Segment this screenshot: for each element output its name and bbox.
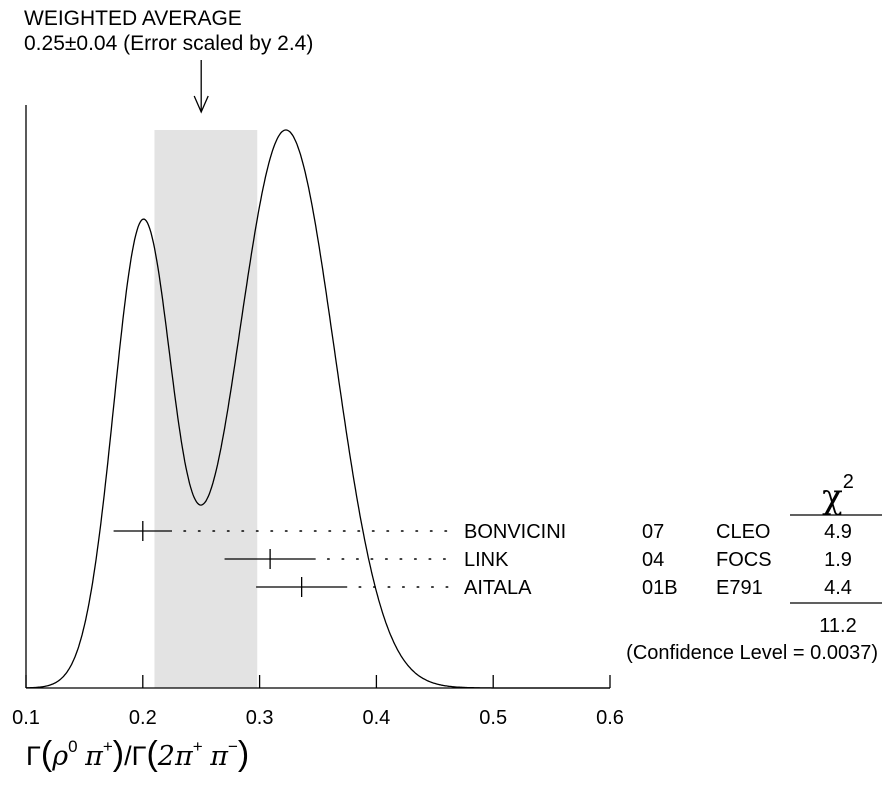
measurement-author: BONVICINI <box>464 521 566 543</box>
measurement-experiment: CLEO <box>716 521 770 543</box>
xlabel-pi-sup: + <box>102 737 113 756</box>
x-tick-label: 0.2 <box>129 707 157 729</box>
weighted-average-value: 0.25±0.04 (Error scaled by 2.4) <box>24 32 314 55</box>
xlabel-gamma-2: Γ <box>131 741 147 771</box>
x-axis-label: Γ(ρ0 π+)/Γ(2π+ π−) <box>26 735 250 773</box>
x-tick-label: 0.6 <box>596 707 624 729</box>
measurement-year: 01B <box>642 577 678 599</box>
xlabel-pi-3-sup: − <box>227 737 238 756</box>
measurement-chi2: 4.4 <box>824 577 852 599</box>
chi2-header: χ2 <box>822 471 854 517</box>
measurement-year: 07 <box>642 521 664 543</box>
measurement-chi2: 4.9 <box>824 521 852 543</box>
measurement-year: 04 <box>642 549 664 571</box>
x-tick-label: 0.4 <box>362 707 390 729</box>
x-tick-label: 0.3 <box>246 707 274 729</box>
average-band <box>154 130 258 688</box>
x-tick-label: 0.5 <box>479 707 507 729</box>
xlabel-two-pi-sup: + <box>192 737 203 756</box>
chi2-total: 11.2 <box>819 615 856 637</box>
xlabel-gamma: Γ <box>26 741 41 771</box>
xlabel-rho: ρ <box>52 741 69 772</box>
measurement-author: LINK <box>464 549 509 571</box>
ideogram-curve <box>26 129 610 689</box>
xlabel-pi: π <box>85 741 103 772</box>
xlabel-pi-3: π <box>210 741 228 772</box>
x-tick-label: 0.1 <box>12 707 40 729</box>
measurement-experiment: E791 <box>716 577 763 599</box>
xlabel-slash: / <box>124 741 132 771</box>
xlabel-rho-sup: 0 <box>68 737 78 756</box>
measurement-experiment: FOCS <box>716 549 772 571</box>
xlabel-two-pi: 2π <box>157 741 193 772</box>
measurement-author: AITALA <box>464 577 532 599</box>
weighted-average-title: WEIGHTED AVERAGE <box>24 7 242 30</box>
average-arrow-head <box>193 95 209 114</box>
measurement-chi2: 1.9 <box>824 549 852 571</box>
confidence-level: (Confidence Level = 0.0037) <box>626 642 878 664</box>
